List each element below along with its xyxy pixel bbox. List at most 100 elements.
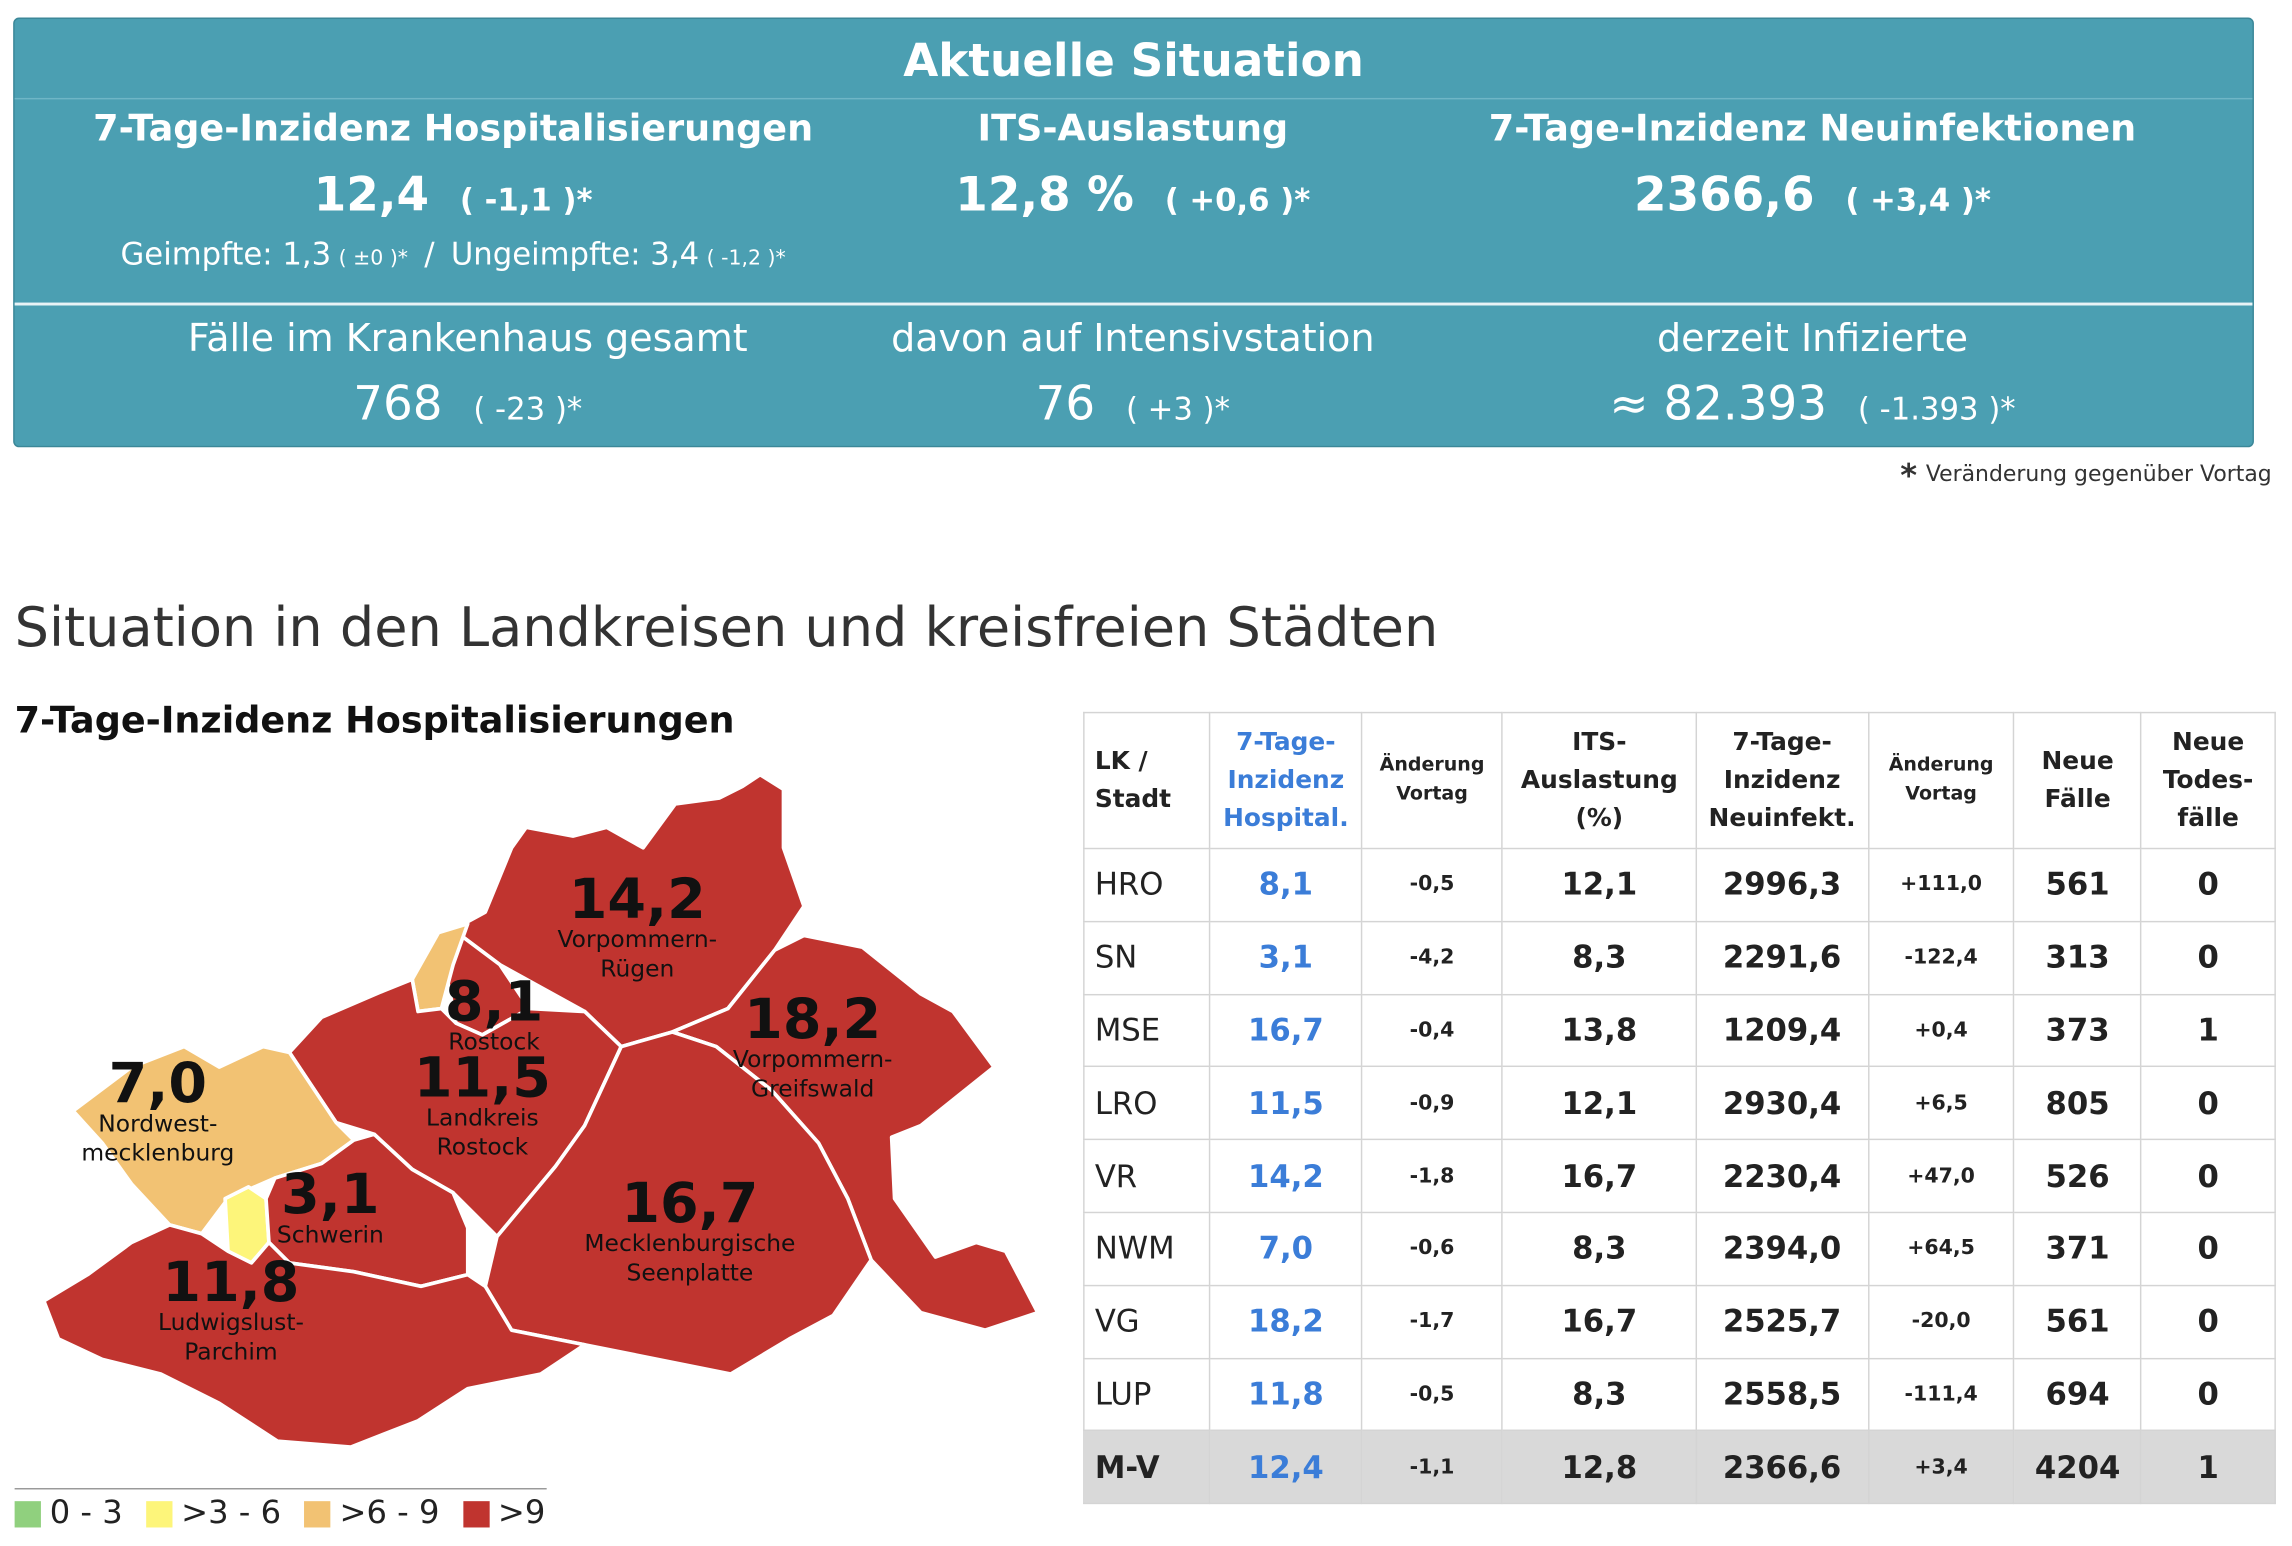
cell-tode: 0 — [2140, 1138, 2276, 1214]
legend-item: >9 — [462, 1495, 545, 1532]
cell-neuinf: 2230,4 — [1695, 1138, 1869, 1214]
cell-its: 16,7 — [1501, 1138, 1697, 1214]
cell-its: 16,7 — [1501, 1284, 1697, 1359]
cell-lk: VR — [1083, 1138, 1211, 1214]
cell-hosp-chg: -0,5 — [1360, 1357, 1504, 1432]
map-name-vg: Greifswald — [751, 1074, 874, 1102]
hosp-incidence-block: 7-Tage-Inzidenz Hospitalisierungen 12,4 … — [15, 107, 892, 272]
legend-item: >3 - 6 — [146, 1495, 281, 1532]
legend-label: >3 - 6 — [181, 1495, 282, 1532]
th-neuinf-chg: Änderung Vortag — [1867, 711, 2015, 850]
cell-hosp: 11,8 — [1209, 1357, 1363, 1432]
cell-neuinf: 2525,7 — [1695, 1284, 1869, 1359]
cell-hosp-chg: -1,8 — [1360, 1138, 1504, 1214]
legend-swatch — [14, 1500, 41, 1527]
infizierte-change: ( -1.393 )* — [1857, 391, 2016, 427]
cell-neuinf: 2291,6 — [1695, 920, 1869, 995]
th-hosp: 7-Tage- Inzidenz Hospital. — [1209, 711, 1363, 850]
cell-neuinf-chg: +64,5 — [1867, 1211, 2015, 1286]
cell-lk: SN — [1083, 920, 1211, 995]
its-label: ITS-Auslastung — [977, 106, 1289, 150]
table-total-row: M-V 12,4 -1,1 12,8 2366,6 +3,4 4204 1 — [1083, 1430, 2276, 1505]
cell-neuinf: 2394,0 — [1695, 1211, 1869, 1286]
kh-block: Fälle im Krankenhaus gesamt 768 ( -23 )* — [15, 317, 921, 431]
cell-its: 12,8 — [1501, 1430, 1697, 1505]
map-name-lup: Parchim — [184, 1337, 277, 1365]
cell-faelle: 526 — [2013, 1138, 2142, 1214]
cell-neuinf: 2366,6 — [1695, 1430, 1869, 1505]
map-region-lup[interactable] — [42, 1223, 587, 1449]
cell-neuinf: 2930,4 — [1695, 1066, 1869, 1141]
cell-tode: 1 — [2140, 1430, 2276, 1505]
cell-neuinf-chg: -111,4 — [1867, 1357, 2015, 1432]
kh-value: 768 — [353, 375, 443, 432]
ungeimpfte-label: Ungeimpfte: 3,4 — [450, 236, 700, 272]
map-value-lup: 11,8 — [162, 1250, 299, 1315]
map-name-sn: Schwerin — [277, 1220, 384, 1248]
district-table: LK / Stadt 7-Tage- Inzidenz Hospital. Änder… — [1083, 711, 2276, 1505]
kh-change: ( -23 )* — [473, 391, 583, 427]
cell-lk: VG — [1083, 1284, 1211, 1359]
cell-faelle: 313 — [2013, 920, 2142, 995]
table-row: NWM 7,0 -0,6 8,3 2394,0 +64,5 371 0 — [1083, 1211, 2276, 1286]
map-name-hro: Rostock — [448, 1028, 540, 1056]
map-name-mse: Seenplatte — [627, 1258, 754, 1286]
cell-neuinf: 2558,5 — [1695, 1357, 1869, 1432]
legend-item: >6 - 9 — [304, 1495, 439, 1532]
map-name-vg: Vorpommern- — [733, 1045, 893, 1073]
map-value-nwm: 7,0 — [109, 1051, 207, 1116]
geimpfte-change: ( ±0 )* — [338, 247, 409, 271]
cell-hosp: 3,1 — [1209, 920, 1363, 995]
th-faelle: Neue Fälle — [2013, 711, 2142, 850]
cell-hosp-chg: -0,9 — [1360, 1066, 1504, 1141]
map-name-lro: Rostock — [437, 1133, 529, 1161]
cell-faelle: 373 — [2013, 993, 2142, 1068]
th-its: ITS- Auslastung (%) — [1501, 711, 1697, 850]
legend-label: >6 - 9 — [339, 1495, 440, 1532]
cell-hosp-chg: -0,4 — [1360, 993, 1504, 1068]
map-value-vg: 18,2 — [744, 987, 881, 1052]
cell-its: 12,1 — [1501, 847, 1697, 923]
th-neuinf: 7-Tage- Inzidenz Neuinfekt. — [1695, 711, 1869, 850]
map-name-vr: Rügen — [600, 954, 674, 982]
cell-its: 8,3 — [1501, 920, 1697, 995]
map-title: 7-Tage-Inzidenz Hospitalisierungen — [14, 698, 735, 742]
cell-hosp: 16,7 — [1209, 993, 1363, 1068]
cell-hosp-chg: -0,6 — [1360, 1211, 1504, 1286]
table-header-row: LK / Stadt 7-Tage- Inzidenz Hospital. Änder… — [1083, 711, 2276, 850]
cell-neuinf: 2996,3 — [1695, 847, 1869, 923]
intensiv-change: ( +3 )* — [1125, 391, 1231, 427]
cell-tode: 0 — [2140, 1066, 2276, 1141]
neuinf-label: 7-Tage-Inzidenz Neuinfektionen — [1488, 106, 2137, 150]
neuinf-value: 2366,6 — [1634, 166, 1815, 223]
cell-neuinf-chg: +6,5 — [1867, 1066, 2015, 1141]
intensiv-block: davon auf Intensivstation 76 ( +3 )* — [789, 317, 1476, 431]
cell-hosp: 12,4 — [1209, 1430, 1363, 1505]
cell-tode: 1 — [2140, 993, 2276, 1068]
map-value-sn: 3,1 — [281, 1162, 379, 1227]
cell-hosp-chg: -0,5 — [1360, 847, 1504, 923]
panel-divider — [14, 302, 2253, 306]
map-region-mse[interactable] — [483, 1030, 874, 1376]
summary-panel: Aktuelle Situation 7-Tage-Inzidenz Hospi… — [13, 17, 2254, 448]
cell-lk: MSE — [1083, 993, 1211, 1068]
legend-label: 0 - 3 — [49, 1495, 123, 1532]
footnote-text: Veränderung gegenüber Vortag — [1925, 460, 2272, 487]
cell-lk: LRO — [1083, 1066, 1211, 1141]
th-lk: LK / Stadt — [1083, 711, 1211, 850]
cell-its: 8,3 — [1501, 1211, 1697, 1286]
hosp-incidence-value: 12,4 — [313, 166, 430, 223]
cell-neuinf-chg: +47,0 — [1867, 1138, 2015, 1214]
legend-swatch — [462, 1500, 490, 1527]
kh-label: Fälle im Krankenhaus gesamt — [187, 317, 748, 362]
table-row: HRO 8,1 -0,5 12,1 2996,3 +111,0 561 0 — [1083, 847, 2276, 923]
cell-faelle: 4204 — [2013, 1430, 2142, 1505]
map-name-mse: Mecklenburgische — [584, 1229, 795, 1257]
map-name-nwm: Nordwest- — [98, 1109, 217, 1137]
table-row: MSE 16,7 -0,4 13,8 1209,4 +0,4 373 1 — [1083, 993, 2276, 1068]
cell-hosp-chg: -4,2 — [1360, 920, 1504, 995]
cell-lk: HRO — [1083, 847, 1211, 923]
map-name-lro: Landkreis — [426, 1104, 539, 1132]
cell-faelle: 805 — [2013, 1066, 2142, 1141]
